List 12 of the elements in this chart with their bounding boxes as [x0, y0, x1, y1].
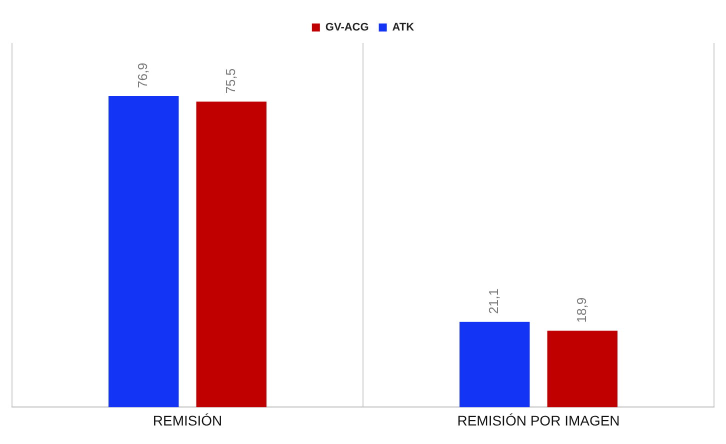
data-label: 18,9 — [574, 297, 589, 323]
x-tick-label: REMISIÓN POR IMAGEN — [457, 412, 620, 428]
bar — [547, 330, 618, 408]
bar — [460, 322, 530, 408]
data-label: 75,5 — [222, 68, 238, 94]
x-tick-label: REMISIÓN — [152, 412, 222, 428]
data-label: 76,9 — [135, 62, 150, 88]
bar — [108, 96, 179, 408]
legend-label: GV-ACG — [325, 22, 369, 34]
bar — [196, 102, 266, 408]
data-label: 21,1 — [486, 288, 502, 314]
legend-label: ATK — [392, 22, 414, 34]
